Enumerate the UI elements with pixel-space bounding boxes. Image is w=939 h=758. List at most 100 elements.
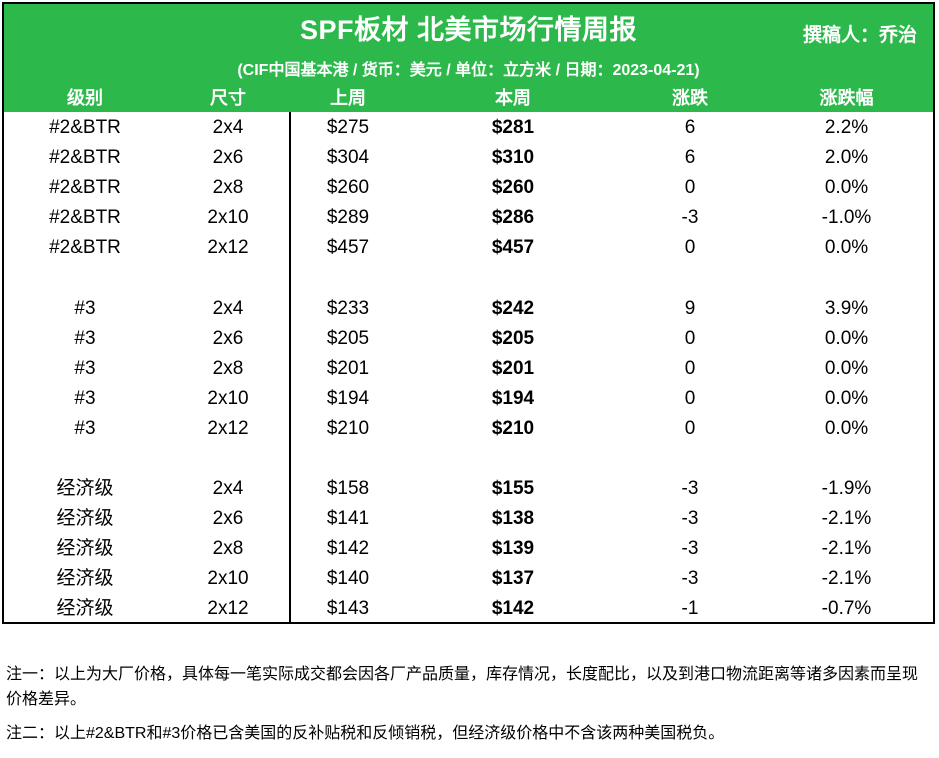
change-pct-cell: 0.0% <box>824 237 869 258</box>
change-cell: -3 <box>681 508 699 529</box>
last-week-cell: $158 <box>326 478 370 499</box>
change-cell: -3 <box>681 538 699 559</box>
change-cell: -3 <box>681 478 699 499</box>
table-row: 经济级 2x12 $143 $142 -1 -0.7% <box>4 594 933 622</box>
column-header-last-week: 上周 <box>330 88 366 108</box>
size-cell: 2x10 <box>207 568 249 589</box>
change-pct-cell: -1.0% <box>821 207 872 228</box>
table-row: #3 2x10 $194 $194 0 0.0% <box>4 384 933 414</box>
size-cell: 2x4 <box>212 117 244 138</box>
last-week-cell: $233 <box>326 298 370 319</box>
price-report-table: SPF板材 北美市场行情周报 撰稿人：乔治 (CIF中国基本港 / 货币：美元 … <box>2 2 935 624</box>
table-row: #3 2x4 $233 $242 9 3.9% <box>4 294 933 324</box>
last-week-cell: $201 <box>326 358 370 379</box>
this-week-cell: $138 <box>491 508 535 529</box>
last-week-cell: $457 <box>326 237 370 258</box>
grade-cell: 经济级 <box>56 478 114 499</box>
change-pct-cell: 0.0% <box>824 177 869 198</box>
this-week-cell: $242 <box>491 298 535 319</box>
size-cell: 2x8 <box>212 358 244 379</box>
table-body: #2&BTR 2x4 $275 $281 6 2.2% #2&BTR 2x6 $… <box>4 112 933 622</box>
table-row: 经济级 2x8 $142 $139 -3 -2.1% <box>4 534 933 564</box>
this-week-cell: $205 <box>491 328 535 349</box>
table-row: #3 2x12 $210 $210 0 0.0% <box>4 414 933 444</box>
grade-cell: #2&BTR <box>49 237 121 258</box>
change-pct-cell: 3.9% <box>824 298 869 319</box>
column-header-change: 涨跌 <box>672 88 708 108</box>
footnote-1: 注一：以上为大厂价格，具体每一笔实际成交都会因各厂产品质量，库存情况，长度配比，… <box>6 666 919 708</box>
this-week-cell: $139 <box>491 538 535 559</box>
table-row: 经济级 2x10 $140 $137 -3 -2.1% <box>4 564 933 594</box>
last-week-cell: $210 <box>326 418 370 439</box>
change-cell: 6 <box>684 117 696 138</box>
change-pct-cell: 0.0% <box>824 418 869 439</box>
size-cell: 2x12 <box>207 418 249 439</box>
change-cell: -3 <box>681 568 699 589</box>
grade-cell: 经济级 <box>56 598 114 619</box>
last-week-cell: $275 <box>326 117 370 138</box>
grade-cell: 经济级 <box>56 508 114 529</box>
change-pct-cell: -2.1% <box>821 568 872 589</box>
change-pct-cell: 0.0% <box>824 358 869 379</box>
grade-cell: #3 <box>74 418 96 439</box>
table-row: #2&BTR 2x12 $457 $457 0 0.0% <box>4 233 933 263</box>
report-header: SPF板材 北美市场行情周报 撰稿人：乔治 (CIF中国基本港 / 货币：美元 … <box>4 4 933 112</box>
author-label: 撰稿人：乔治 <box>802 25 917 46</box>
this-week-cell: $137 <box>491 568 535 589</box>
last-week-cell: $141 <box>326 508 370 529</box>
grade-cell: 经济级 <box>56 538 114 559</box>
this-week-cell: $286 <box>491 207 535 228</box>
table-row: #3 2x8 $201 $201 0 0.0% <box>4 354 933 384</box>
change-cell: 6 <box>684 147 696 168</box>
last-week-cell: $140 <box>326 568 370 589</box>
report-title: SPF板材 北美市场行情周报 <box>299 15 637 45</box>
change-cell: 0 <box>684 388 696 409</box>
footnotes: 注一：以上为大厂价格，具体每一笔实际成交都会因各厂产品质量，库存情况，长度配比，… <box>6 662 931 746</box>
table-row: 经济级 2x6 $141 $138 -3 -2.1% <box>4 504 933 534</box>
change-pct-cell: 2.2% <box>824 117 869 138</box>
this-week-cell: $155 <box>491 478 535 499</box>
change-pct-cell: 0.0% <box>824 328 869 349</box>
grade-cell: #3 <box>74 298 96 319</box>
size-cell: 2x12 <box>207 598 249 619</box>
size-cell: 2x8 <box>212 538 244 559</box>
change-cell: 0 <box>684 328 696 349</box>
this-week-cell: $457 <box>491 237 535 258</box>
this-week-cell: $201 <box>491 358 535 379</box>
table-row: #2&BTR 2x8 $260 $260 0 0.0% <box>4 173 933 203</box>
footnote-2: 注二：以上#2&BTR和#3价格已含美国的反补贴税和反倾销税，但经济级价格中不含… <box>6 725 725 742</box>
size-cell: 2x6 <box>212 508 244 529</box>
table-row: #2&BTR 2x6 $304 $310 6 2.0% <box>4 143 933 173</box>
column-header-grade: 级别 <box>67 88 103 108</box>
change-cell: 0 <box>684 177 696 198</box>
last-week-cell: $289 <box>326 207 370 228</box>
size-cell: 2x6 <box>212 147 244 168</box>
change-cell: 0 <box>684 358 696 379</box>
this-week-cell: $210 <box>491 418 535 439</box>
grade-cell: #2&BTR <box>49 147 121 168</box>
grade-cell: #2&BTR <box>49 117 121 138</box>
report-subtitle: (CIF中国基本港 / 货币：美元 / 单位：立方米 / 日期：2023-04-… <box>237 62 700 79</box>
size-cell: 2x10 <box>207 388 249 409</box>
column-divider <box>289 112 291 622</box>
this-week-cell: $260 <box>491 177 535 198</box>
change-cell: 9 <box>684 298 696 319</box>
column-header-this-week: 本周 <box>495 88 531 108</box>
last-week-cell: $142 <box>326 538 370 559</box>
size-cell: 2x10 <box>207 207 249 228</box>
column-header-size: 尺寸 <box>210 88 246 108</box>
change-cell: 0 <box>684 237 696 258</box>
last-week-cell: $194 <box>326 388 370 409</box>
table-row: #3 2x6 $205 $205 0 0.0% <box>4 324 933 354</box>
grade-cell: #2&BTR <box>49 207 121 228</box>
size-cell: 2x6 <box>212 328 244 349</box>
change-pct-cell: -0.7% <box>821 598 872 619</box>
this-week-cell: $281 <box>491 117 535 138</box>
change-pct-cell: 2.0% <box>824 147 869 168</box>
table-row: 经济级 2x4 $158 $155 -3 -1.9% <box>4 474 933 504</box>
this-week-cell: $310 <box>491 147 535 168</box>
change-cell: -1 <box>681 598 699 619</box>
last-week-cell: $143 <box>326 598 370 619</box>
last-week-cell: $205 <box>326 328 370 349</box>
table-row: #2&BTR 2x10 $289 $286 -3 -1.0% <box>4 203 933 233</box>
